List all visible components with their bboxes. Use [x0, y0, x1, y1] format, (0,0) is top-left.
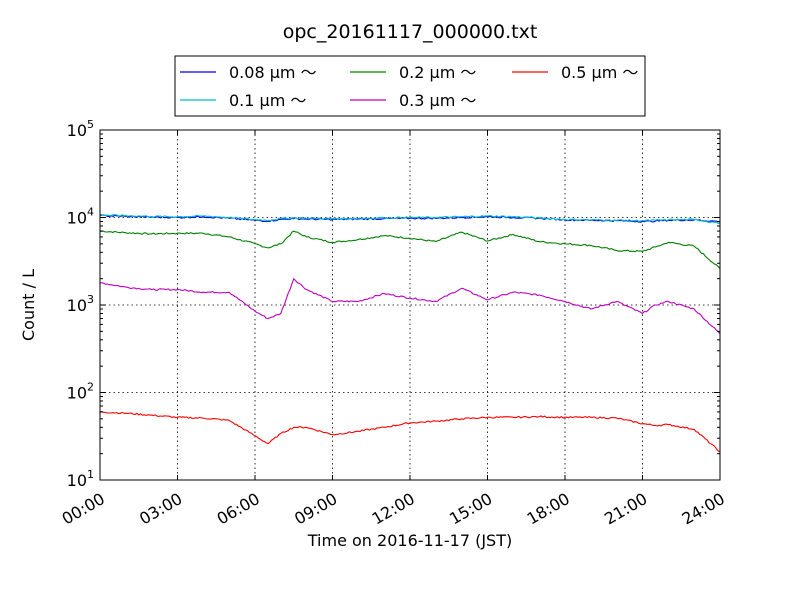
x-tick-label: 09:00 — [291, 489, 340, 529]
series-line-4 — [99, 411, 721, 453]
x-tick-label: 03:00 — [136, 489, 185, 529]
ticks: 00:00 03:00 06:00 09:00 12:00 15:00 18:00 21:00… — [59, 118, 728, 529]
x-tick-label: 21:00 — [601, 489, 650, 529]
legend: 0.08 μm ～ 0.1 μm ～ 0.2 μm ～ 0.3 μm ～ 0.5 μm … — [174, 55, 646, 117]
x-tick-label: 12:00 — [369, 489, 418, 529]
series-line-3 — [99, 278, 721, 335]
y-tick-label-exponent: 3 — [87, 293, 94, 306]
chart-title: opc_20161117_000000.txt — [283, 21, 538, 43]
x-tick-label: 15:00 — [446, 489, 495, 529]
legend-box — [174, 55, 646, 117]
legend-label-2: 0.2 μm ～ — [399, 63, 476, 82]
y-tick-label-base: 10 — [67, 471, 87, 490]
y-tick-label-exponent: 5 — [87, 118, 94, 131]
y-tick-label-base: 10 — [67, 384, 87, 403]
y-tick-label-base: 10 — [67, 121, 87, 140]
legend-label-3: 0.3 μm ～ — [399, 91, 476, 110]
series-line-1 — [99, 213, 721, 225]
grid — [100, 130, 720, 480]
series-line-2 — [99, 230, 721, 270]
series-lines — [99, 213, 721, 453]
legend-label-1: 0.1 μm ～ — [229, 91, 306, 110]
x-tick-label: 18:00 — [524, 489, 573, 529]
legend-label-0: 0.08 μm ～ — [229, 63, 317, 82]
y-tick-label-exponent: 2 — [87, 381, 94, 394]
x-tick-label: 00:00 — [59, 489, 108, 529]
legend-label-4: 0.5 μm ～ — [561, 63, 638, 82]
y-tick-label-exponent: 4 — [87, 206, 94, 219]
y-tick-label-base: 10 — [67, 296, 87, 315]
y-tick-label: 101 — [67, 468, 94, 490]
y-tick-label: 102 — [67, 381, 94, 403]
y-tick-label: 103 — [67, 293, 94, 315]
y-tick-label: 105 — [67, 118, 94, 140]
y-axis-label: Count / L — [19, 269, 38, 341]
y-tick-label-base: 10 — [67, 209, 87, 228]
x-tick-label: 24:00 — [679, 489, 728, 529]
x-tick-label: 06:00 — [214, 489, 263, 529]
y-tick-label: 104 — [67, 206, 94, 228]
x-axis-label: Time on 2016-11-17 (JST) — [307, 531, 512, 550]
y-tick-label-exponent: 1 — [87, 468, 94, 481]
